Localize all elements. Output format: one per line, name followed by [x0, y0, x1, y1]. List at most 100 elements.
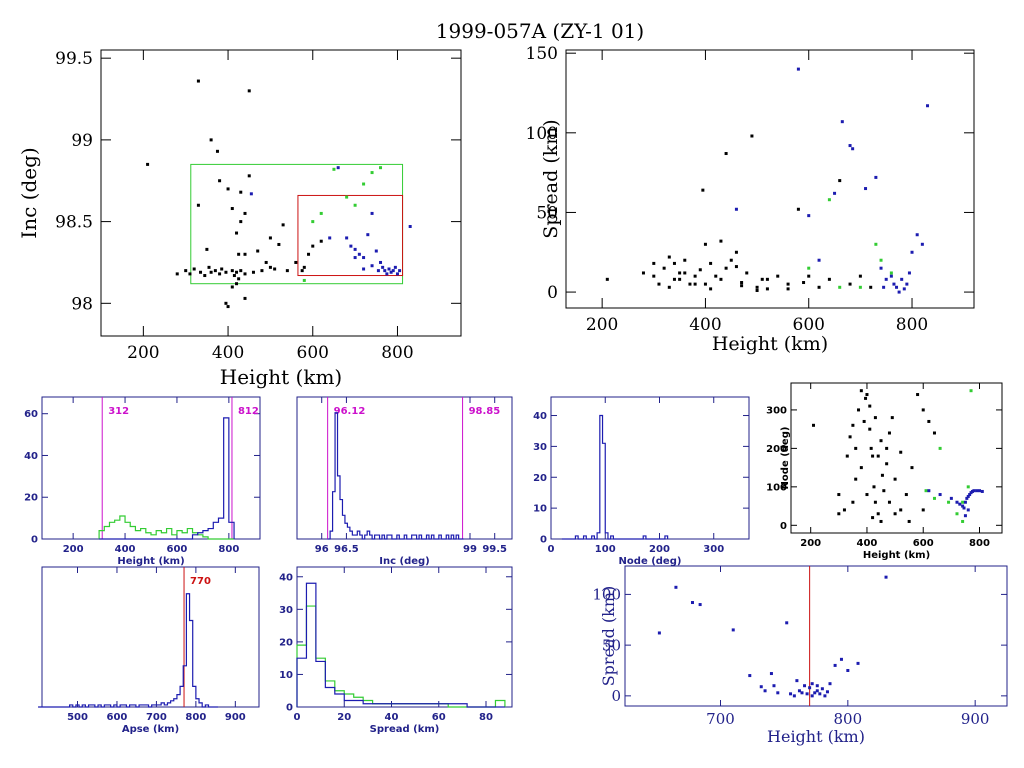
scatter-point	[393, 265, 397, 269]
scatter-point	[776, 691, 780, 695]
scatter-point	[224, 270, 228, 274]
scatter-point	[823, 694, 827, 698]
scatter-point	[251, 270, 255, 274]
scatter-point	[820, 687, 824, 691]
red-selection-box	[297, 194, 404, 277]
scatter-point	[709, 261, 713, 265]
scatter-point	[237, 277, 241, 281]
y-tick-label: 99	[71, 131, 93, 151]
scatter-point	[879, 439, 883, 443]
scatter-point	[968, 493, 972, 497]
scatter-point	[845, 454, 849, 458]
scatter-point	[796, 67, 800, 71]
scatter-point	[220, 267, 224, 271]
y-tick-label: 20	[24, 493, 38, 504]
scatter-point	[763, 689, 767, 693]
scatter-point	[856, 661, 860, 665]
scatter-point	[203, 274, 207, 278]
scatter-point	[966, 485, 970, 489]
scatter-point	[652, 261, 656, 265]
scatter-point	[828, 682, 832, 686]
scatter-point	[307, 252, 311, 256]
scatter-point	[812, 423, 816, 427]
x-tick-label: 800	[834, 710, 863, 728]
x-tick-label: 400	[212, 343, 244, 363]
y-tick-label: 30	[279, 605, 293, 616]
scatter-point	[224, 301, 228, 305]
scatter-point	[328, 236, 332, 240]
scatter-point	[345, 236, 349, 240]
axis-frame	[565, 49, 975, 309]
scatter-point	[868, 427, 872, 431]
scatter-point	[175, 272, 179, 276]
scatter-point	[807, 214, 811, 218]
scatter-point	[366, 233, 370, 237]
scatter-point	[690, 601, 694, 605]
scatter-point	[869, 446, 873, 450]
scatter-point	[864, 396, 868, 400]
scatter-point	[873, 416, 877, 420]
scatter-point	[243, 252, 247, 256]
y-tick-label: 10	[533, 504, 547, 515]
scatter-point	[237, 252, 241, 256]
scatter-point	[862, 419, 866, 423]
scatter-point	[724, 152, 728, 156]
scatter-point	[385, 272, 389, 276]
scatter-point	[803, 684, 807, 688]
scatter-point	[362, 267, 366, 271]
scatter-point	[260, 269, 264, 273]
x-axis-label: Height (km)	[117, 556, 184, 567]
scatter-point	[893, 477, 897, 481]
scatter-point	[674, 585, 678, 589]
scatter-point	[719, 277, 723, 281]
y-axis-label: Node (deg)	[780, 427, 791, 490]
axis-frame	[296, 396, 513, 540]
scatter-point	[724, 266, 728, 270]
scatter-point	[859, 389, 863, 393]
scatter-point	[698, 603, 702, 607]
panel-spread-height-zoom: 700 800 900 0 50 100 Height (km) Spread (km)	[592, 565, 1008, 746]
scatter-point	[709, 287, 713, 291]
scatter-point	[192, 267, 196, 271]
y-tick-label: 0	[540, 535, 547, 546]
marker-label: 770	[190, 576, 211, 587]
panel-hist-node: 0 100 200 300 0 10 20 30 40 Node (deg)	[533, 396, 750, 567]
scatter-point	[884, 277, 888, 281]
scatter-point	[800, 691, 804, 695]
x-tick-label: 500	[67, 712, 88, 723]
scatter-point	[857, 408, 861, 412]
scatter-point	[226, 187, 230, 191]
scatter-point	[924, 489, 928, 493]
scatter-point	[965, 496, 969, 500]
scatter-point	[765, 277, 769, 281]
scatter-point	[848, 144, 852, 148]
scatter-point	[256, 249, 260, 253]
scatter-point	[740, 284, 744, 288]
scatter-point	[907, 519, 911, 523]
scatter-point	[731, 628, 735, 632]
scatter-point	[825, 690, 829, 694]
figure-title: 1999-057A (ZY-1 01)	[436, 19, 644, 43]
scatter-point	[865, 393, 869, 397]
scatter-point	[740, 281, 744, 285]
y-tick-label: 98	[71, 294, 93, 314]
scatter-point	[311, 220, 315, 224]
scatter-point	[854, 477, 858, 481]
y-tick-label: 10	[279, 670, 293, 681]
axis-frame	[296, 566, 513, 708]
scatter-point	[765, 287, 769, 291]
x-axis-label: Height (km)	[712, 333, 828, 355]
scatter-point	[184, 269, 188, 273]
scatter-point	[199, 270, 203, 274]
x-tick-label: 40	[385, 712, 399, 723]
scatter-point	[362, 182, 366, 186]
scatter-point	[876, 454, 880, 458]
scatter-point	[874, 242, 878, 246]
scatter-point	[907, 271, 911, 275]
y-tick-label: 40	[24, 451, 38, 462]
scatter-point	[900, 277, 904, 281]
scatter-point	[376, 269, 380, 273]
scatter-point	[947, 500, 951, 504]
scatter-point	[932, 496, 936, 500]
scatter-point	[662, 266, 666, 270]
